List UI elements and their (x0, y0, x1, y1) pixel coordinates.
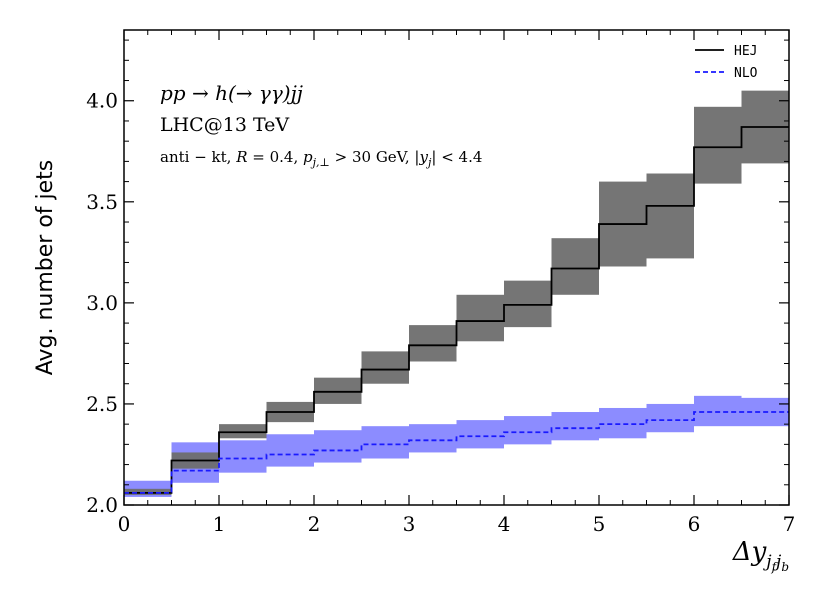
hej-band-bin-8 (504, 280, 552, 328)
hej-line (124, 126, 789, 494)
legend-hej-label: HEJ (734, 44, 757, 59)
nlo-band-bin-6 (409, 424, 457, 453)
axis-ticks: 0 1 2 3 4 5 6 7 2.0 2.5 3.0 3.5 4.0 (86, 30, 795, 536)
hej-band-bin-4 (314, 377, 362, 404)
x-tick-label-3: 3 (403, 512, 416, 536)
hej-band-bin-0 (124, 488, 172, 495)
x-tick-label-7: 7 (783, 512, 796, 536)
x-tick-label-6: 6 (688, 512, 701, 536)
hej-band-bin-11 (646, 173, 694, 259)
process-annotation: pp → h(→ γγ)jj (160, 81, 303, 105)
y-tick-label-3: 3.5 (86, 190, 118, 214)
y-tick-label-0: 2.0 (86, 493, 118, 517)
annotations: pp → h(→ γγ)jj LHC@13 TeV anti − kt, R =… (160, 81, 482, 169)
x-tick-label-5: 5 (593, 512, 606, 536)
x-tick-label-0: 0 (118, 512, 131, 536)
cuts-annotation: anti − kt, R = 0.4, pj,⊥ > 30 GeV, |yj| … (160, 148, 482, 169)
hej-band-bin-2 (219, 424, 267, 439)
hej-band-bin-6 (409, 325, 457, 362)
y-tick-label-1: 2.5 (86, 392, 118, 416)
hej-band-bin-5 (361, 351, 409, 384)
legend-nlo-label: NLO (734, 66, 758, 81)
nlo-band-bin-8 (504, 416, 552, 445)
nlo-band-bin-11 (646, 403, 694, 433)
hej-band-bin-12 (694, 106, 742, 184)
x-tick-label-4: 4 (498, 512, 511, 536)
x-tick-label-2: 2 (308, 512, 321, 536)
nlo-band-bin-3 (266, 434, 314, 467)
nlo-band-bin-12 (694, 395, 742, 427)
nlo-band-bin-5 (361, 426, 409, 459)
nlo-band-bin-2 (219, 440, 267, 473)
nlo-band-bin-9 (551, 412, 599, 441)
y-tick-label-4: 4.0 (86, 89, 118, 113)
y-axis-label: Avg. number of jets (33, 160, 58, 376)
central-lines (124, 126, 789, 494)
nlo-band-bin-10 (599, 407, 647, 439)
nlo-line (124, 411, 789, 494)
x-tick-label-1: 1 (213, 512, 226, 536)
nlo-band-bin-4 (314, 430, 362, 463)
legend: HEJ NLO (695, 44, 758, 81)
collider-annotation: LHC@13 TeV (160, 114, 289, 136)
hej-band-bin-9 (551, 238, 599, 295)
nlo-band-bin-7 (456, 420, 504, 449)
y-tick-label-2: 3.0 (86, 291, 118, 315)
hej-band-bin-7 (456, 294, 504, 342)
x-axis-label: Δyjfjb (732, 537, 789, 574)
